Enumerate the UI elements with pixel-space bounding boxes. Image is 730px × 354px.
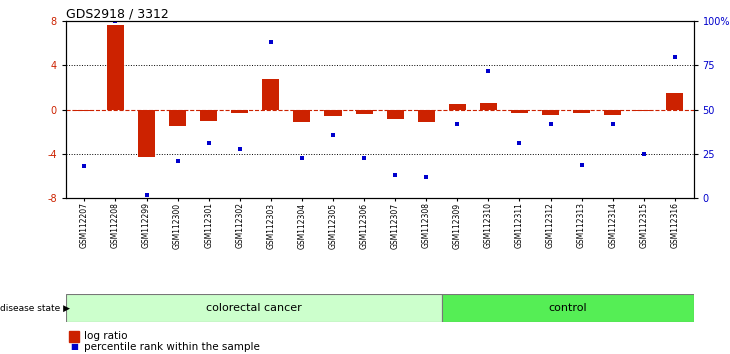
Bar (635, 110, 653, 111)
Bar (107, 24, 124, 110)
Text: disease state ▶: disease state ▶ (0, 303, 70, 313)
Text: log ratio: log ratio (84, 331, 128, 341)
Bar (293, 110, 310, 122)
Bar (666, 93, 683, 110)
Text: control: control (549, 303, 587, 313)
Text: GDS2918 / 3312: GDS2918 / 3312 (66, 7, 169, 20)
Bar (442, 294, 694, 322)
Bar (138, 110, 155, 157)
Bar (604, 110, 621, 115)
Bar (387, 110, 404, 119)
Bar (356, 110, 372, 114)
Bar (324, 110, 342, 116)
Text: colorectal cancer: colorectal cancer (206, 303, 302, 313)
Bar (418, 110, 435, 122)
Bar (200, 110, 218, 121)
Bar (511, 110, 528, 113)
Bar (573, 110, 590, 113)
Bar (262, 79, 280, 110)
Bar (542, 110, 559, 115)
Bar (66, 294, 442, 322)
Bar (231, 110, 248, 113)
Bar (480, 103, 497, 110)
Bar (449, 104, 466, 110)
Text: ■: ■ (71, 342, 78, 352)
Bar (76, 110, 93, 112)
Bar (169, 110, 186, 126)
Text: percentile rank within the sample: percentile rank within the sample (84, 342, 260, 352)
